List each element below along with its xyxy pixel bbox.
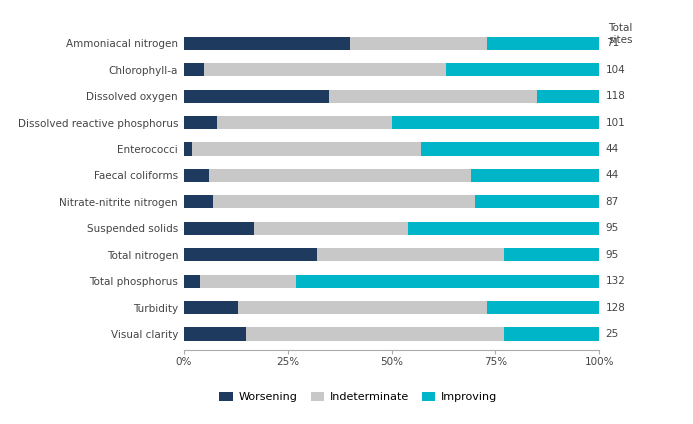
Bar <box>200 274 296 288</box>
Text: 71: 71 <box>606 39 619 48</box>
Text: Total
sites: Total sites <box>608 23 633 45</box>
Bar <box>238 301 487 314</box>
Text: 44: 44 <box>606 144 619 154</box>
Bar <box>504 327 599 340</box>
Bar <box>184 222 254 235</box>
Text: 25: 25 <box>606 329 619 339</box>
Bar <box>254 222 408 235</box>
Text: 104: 104 <box>606 65 625 75</box>
Bar <box>246 327 504 340</box>
Bar <box>504 248 599 261</box>
Bar <box>446 63 599 76</box>
Bar <box>192 142 421 156</box>
Legend: Worsening, Indeterminate, Improving: Worsening, Indeterminate, Improving <box>215 388 502 407</box>
Bar <box>475 195 599 209</box>
Bar <box>296 274 599 288</box>
Bar <box>184 89 329 103</box>
Bar <box>184 169 209 182</box>
Text: 128: 128 <box>606 303 626 312</box>
Text: 87: 87 <box>606 197 619 207</box>
Bar <box>184 274 200 288</box>
Text: 95: 95 <box>606 223 619 233</box>
Text: 44: 44 <box>606 170 619 181</box>
Bar <box>408 222 599 235</box>
Bar <box>184 301 238 314</box>
Text: 101: 101 <box>606 117 625 128</box>
Bar <box>204 63 446 76</box>
Bar <box>184 248 317 261</box>
Bar <box>471 169 599 182</box>
Bar <box>209 169 471 182</box>
Bar <box>184 195 213 209</box>
Bar <box>317 248 504 261</box>
Bar <box>184 63 204 76</box>
Bar <box>184 116 217 129</box>
Bar <box>487 301 599 314</box>
Bar <box>350 37 487 50</box>
Bar <box>537 89 599 103</box>
Bar <box>184 142 192 156</box>
Bar <box>184 37 350 50</box>
Bar <box>392 116 599 129</box>
Bar <box>213 195 475 209</box>
Bar <box>487 37 599 50</box>
Bar <box>329 89 537 103</box>
Text: 132: 132 <box>606 276 626 286</box>
Text: 118: 118 <box>606 91 626 101</box>
Text: 95: 95 <box>606 250 619 260</box>
Bar <box>217 116 392 129</box>
Bar <box>421 142 599 156</box>
Bar <box>184 327 246 340</box>
